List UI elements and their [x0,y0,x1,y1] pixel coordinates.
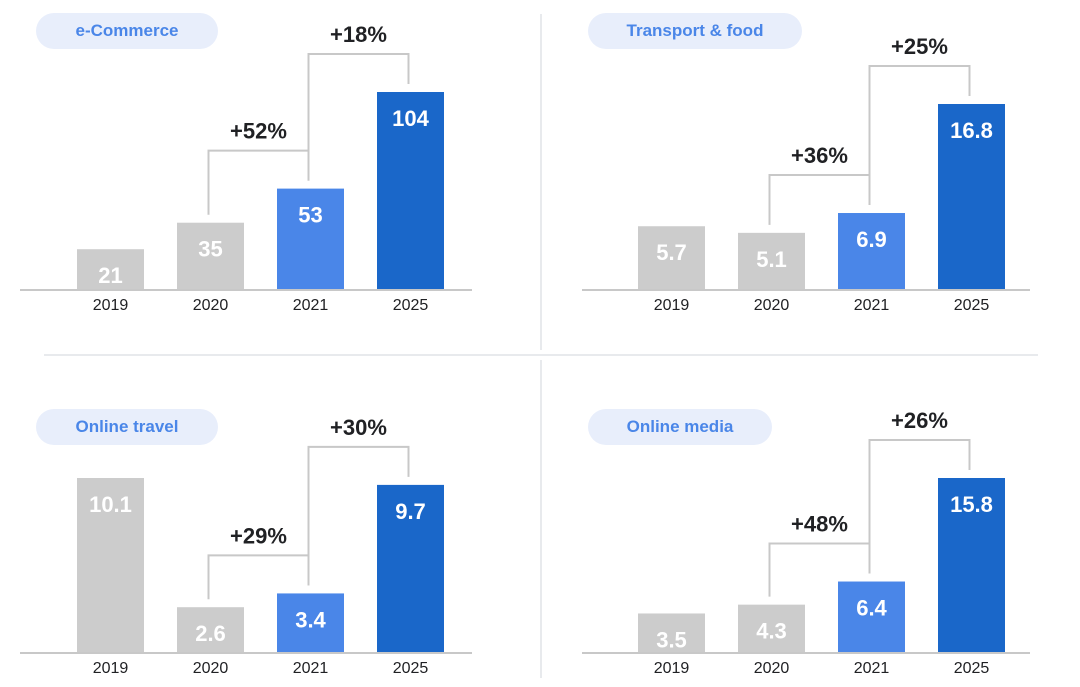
online-media-bar-2025 [938,478,1005,652]
online-travel-growth-bracket-2 [307,445,410,586]
online-media-value-label-2021: 6.4 [856,596,887,621]
transport-food-tick-label-2021: 2021 [854,297,890,314]
online-media-bar-2019 [638,613,705,652]
online-travel-value-label-2025: 9.7 [395,499,426,524]
transport-food-bar-2025 [938,104,1005,289]
online-travel-value-label-2019: 10.1 [89,492,132,517]
online-travel-tick-label-2025: 2025 [393,660,429,677]
e-commerce-tick-label-2021: 2021 [293,297,329,314]
online-travel-growth-label-2: +30% [330,415,387,440]
transport-food-value-label-2021: 6.9 [856,227,887,252]
e-commerce-bar-2020 [177,222,244,289]
transport-food-growth-label-2: +25% [891,34,948,59]
transport-food-tick-label-2025: 2025 [954,297,990,314]
online-media-value-label-2020: 4.3 [756,619,787,644]
horizontal-divider [44,354,1038,356]
online-media-bar-2021 [838,581,905,652]
e-commerce-bar-2021 [277,188,344,289]
e-commerce-growth-label-2: +18% [330,22,387,47]
online-media-tick-label-2025: 2025 [954,660,990,677]
panel-title-online-travel: Online travel [36,409,218,445]
e-commerce-value-label-2020: 35 [198,237,222,262]
e-commerce-growth-label-1: +52% [230,119,287,144]
online-media-growth-label-1: +48% [791,512,848,537]
e-commerce-value-label-2021: 53 [298,203,322,228]
transport-food-bar-2021 [838,213,905,289]
transport-food-growth-bracket-2 [868,65,971,206]
online-travel-tick-label-2021: 2021 [293,660,329,677]
online-travel-value-label-2020: 2.6 [195,621,226,646]
panel-title-online-media: Online media [588,409,772,445]
online-travel-bar-2020 [177,607,244,652]
online-media-value-label-2025: 15.8 [950,492,993,517]
transport-food-value-label-2020: 5.1 [756,247,787,272]
e-commerce-bar-2019 [77,249,144,289]
online-travel-value-label-2021: 3.4 [295,607,326,632]
e-commerce-value-label-2019: 21 [98,263,122,288]
online-media-tick-label-2019: 2019 [654,660,690,677]
online-travel-growth-bracket-1 [207,554,310,600]
online-media-bar-2020 [738,604,805,652]
e-commerce-value-label-2025: 104 [392,106,429,131]
online-travel-tick-label-2019: 2019 [93,660,129,677]
transport-food-tick-label-2019: 2019 [654,297,690,314]
online-media-growth-label-2: +26% [891,408,948,433]
vertical-divider-top [540,14,542,350]
online-media-value-label-2019: 3.5 [656,627,687,652]
online-media-tick-label-2020: 2020 [754,660,790,677]
online-travel-bar-2025 [377,484,444,652]
e-commerce-tick-label-2020: 2020 [193,297,229,314]
panel-title-ecommerce: e-Commerce [36,13,218,49]
vertical-divider-bottom [540,360,542,678]
e-commerce-growth-bracket-2 [307,53,410,181]
online-media-tick-label-2021: 2021 [854,660,890,677]
online-travel-growth-label-1: +29% [230,523,287,548]
e-commerce-bar-2025 [377,92,444,289]
transport-food-bar-2020 [738,232,805,289]
transport-food-growth-label-1: +36% [791,143,848,168]
transport-food-tick-label-2020: 2020 [754,297,790,314]
online-travel-bar-2019 [77,478,144,652]
transport-food-value-label-2019: 5.7 [656,240,687,265]
online-media-growth-bracket-2 [868,439,971,574]
panel-title-transport-food: Transport & food [588,13,802,49]
online-travel-bar-2021 [277,593,344,652]
transport-food-value-label-2025: 16.8 [950,118,993,143]
e-commerce-tick-label-2025: 2025 [393,297,429,314]
online-travel-tick-label-2020: 2020 [193,660,229,677]
transport-food-bar-2019 [638,226,705,289]
e-commerce-tick-label-2019: 2019 [93,297,129,314]
